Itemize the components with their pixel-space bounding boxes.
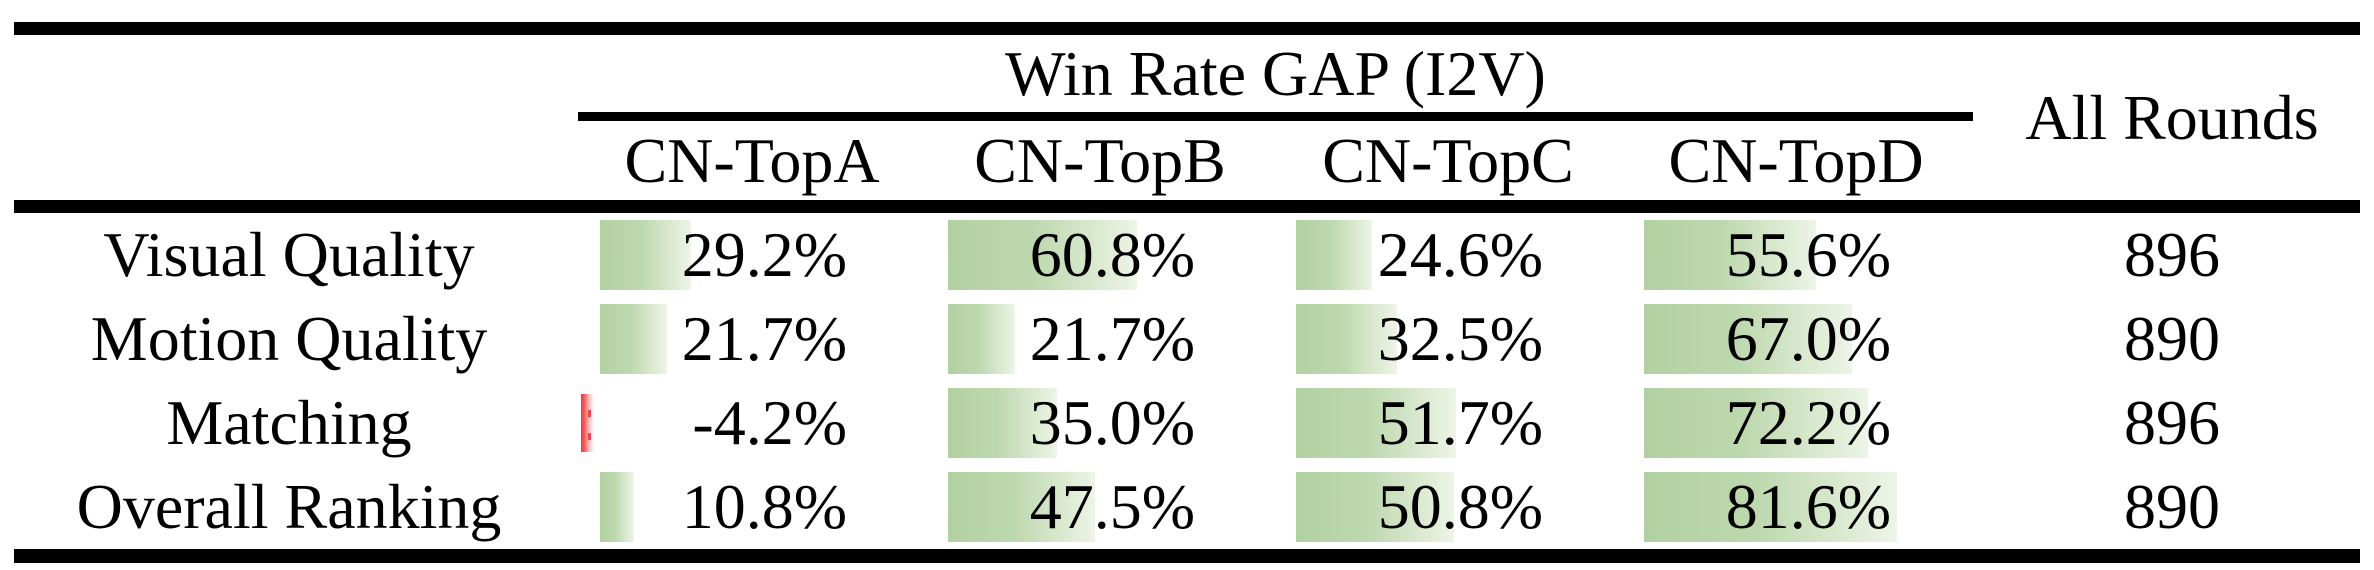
data-cell: 21.7% <box>926 297 1274 381</box>
data-cell: 72.2% <box>1622 381 1970 465</box>
data-bar <box>948 472 1096 542</box>
table-row: Motion Quality 21.7% 21.7% 32.5% 67.0% 8… <box>0 297 2374 381</box>
data-cell: 55.6% <box>1622 213 1970 297</box>
all-rounds-value: 890 <box>2124 303 2220 374</box>
row-label: Motion Quality <box>90 303 488 374</box>
column-header-cn-topc: CN-TopC <box>1322 124 1574 196</box>
data-bar <box>1644 388 1868 458</box>
data-bar <box>600 304 668 374</box>
table-row: Visual Quality 29.2% 60.8% 24.6% 55.6% 8… <box>0 213 2374 297</box>
all-rounds-value: 896 <box>2124 387 2220 458</box>
cell-value: 51.7% <box>1377 387 1543 458</box>
column-header-all-rounds: All Rounds <box>2025 81 2319 153</box>
cell-value: 47.5% <box>1029 471 1195 542</box>
cell-value: 81.6% <box>1725 471 1891 542</box>
data-bar <box>1644 304 1852 374</box>
group-header-underline <box>578 112 1973 121</box>
data-bar <box>600 472 634 542</box>
column-header-cn-topb: CN-TopB <box>974 124 1226 196</box>
header-bottom-rule <box>14 200 2360 213</box>
cell-value: 50.8% <box>1377 471 1543 542</box>
table-row: Matching -4.2% 35.0% 51.7% 72.2% 896 <box>0 381 2374 465</box>
cell-value: 60.8% <box>1029 219 1195 290</box>
data-cell: 35.0% <box>926 381 1274 465</box>
data-cell: 60.8% <box>926 213 1274 297</box>
table-row: Overall Ranking 10.8% 47.5% 50.8% 81.6% … <box>0 465 2374 549</box>
data-bar <box>948 304 1016 374</box>
group-header-title: Win Rate GAP (I2V) <box>1005 37 1546 109</box>
cell-value: 21.7% <box>1029 303 1195 374</box>
data-bar <box>1296 220 1373 290</box>
row-label: Overall Ranking <box>76 471 502 542</box>
cell-value: 21.7% <box>681 303 847 374</box>
data-cell: 51.7% <box>1274 381 1622 465</box>
all-rounds-value: 890 <box>2124 471 2220 542</box>
data-bar <box>948 220 1137 290</box>
data-cell: 10.8% <box>578 465 926 549</box>
top-rule <box>14 22 2360 35</box>
data-bar <box>1296 304 1397 374</box>
column-header-cn-topa: CN-TopA <box>624 124 880 196</box>
cell-value: 10.8% <box>681 471 847 542</box>
data-cell: -4.2% <box>578 381 926 465</box>
data-cell: 24.6% <box>1274 213 1622 297</box>
data-cell: 81.6% <box>1622 465 1970 549</box>
data-cell: 67.0% <box>1622 297 1970 381</box>
cell-value: 72.2% <box>1725 387 1891 458</box>
cell-value: 24.6% <box>1377 219 1543 290</box>
column-header-cn-topd: CN-TopD <box>1668 124 1924 196</box>
cell-value: 29.2% <box>681 219 847 290</box>
data-bar <box>1296 472 1454 542</box>
cell-value: 32.5% <box>1377 303 1543 374</box>
row-label: Visual Quality <box>103 219 475 290</box>
data-cell: 21.7% <box>578 297 926 381</box>
data-bar <box>1644 472 1897 542</box>
data-cell: 47.5% <box>926 465 1274 549</box>
data-bar <box>1644 220 1817 290</box>
row-label: Matching <box>166 387 412 458</box>
data-bar <box>600 220 691 290</box>
data-bar <box>1296 388 1457 458</box>
cell-value: 55.6% <box>1725 219 1891 290</box>
cell-value: -4.2% <box>692 387 847 458</box>
all-rounds-value: 896 <box>2124 219 2220 290</box>
data-cell: 29.2% <box>578 213 926 297</box>
data-bar <box>948 388 1057 458</box>
cell-value: 67.0% <box>1725 303 1891 374</box>
data-cell: 32.5% <box>1274 297 1622 381</box>
cell-value: 35.0% <box>1029 387 1195 458</box>
bottom-rule <box>14 549 2360 563</box>
data-cell: 50.8% <box>1274 465 1622 549</box>
data-bar-negative <box>581 394 594 452</box>
